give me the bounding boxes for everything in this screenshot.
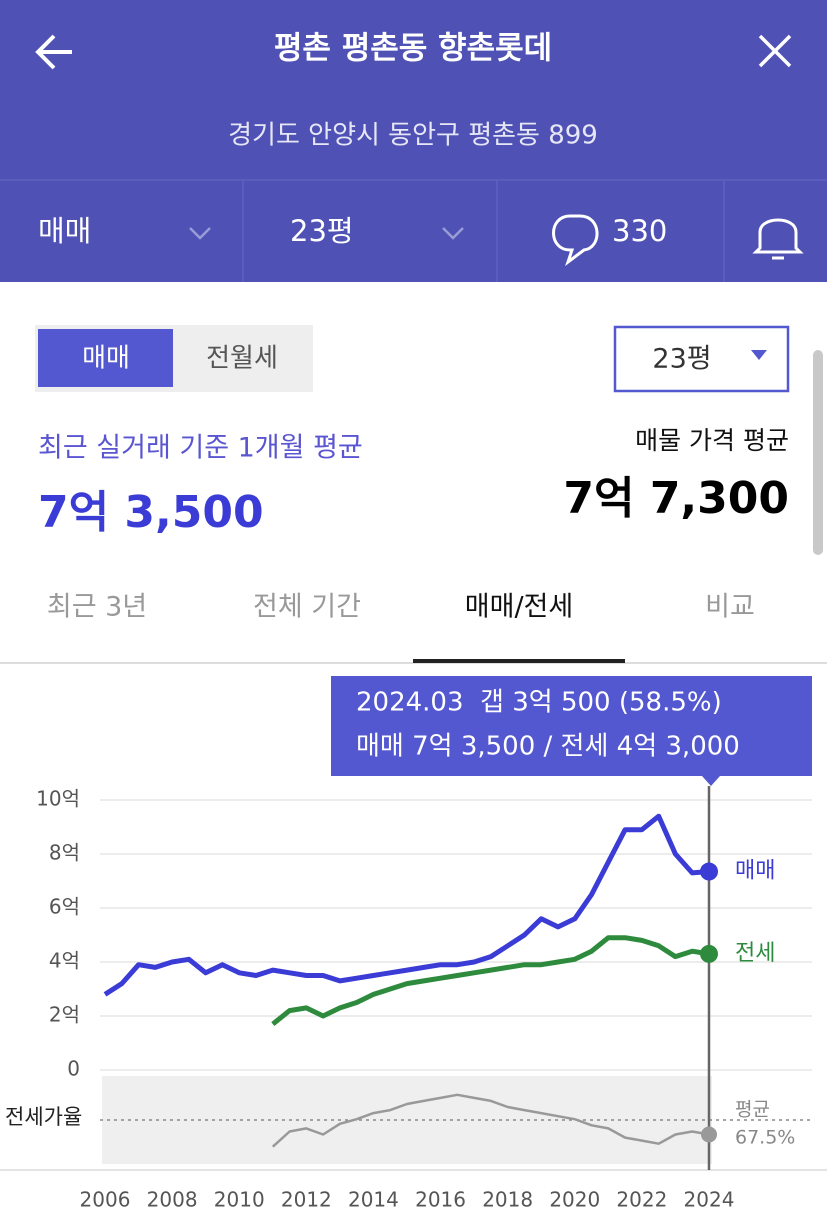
subtitle: 경기도 안양시 동안구 평촌동 899	[228, 121, 598, 151]
y-tick-label: 0	[67, 1057, 80, 1081]
toggle-option[interactable]: 전월세	[206, 344, 278, 374]
x-tick-label: 2006	[80, 1188, 131, 1212]
tooltip-line: 매매 7억 3,500 / 전세 4억 3,000	[356, 732, 740, 762]
average-label: 67.5%	[735, 1127, 795, 1149]
tab[interactable]: 최근 3년	[47, 592, 147, 623]
end-dot	[700, 944, 718, 963]
y-tick-label: 6억	[49, 895, 80, 919]
x-tick-label: 2022	[616, 1188, 667, 1212]
title: 평촌 평촌동 향촌롯데	[274, 31, 552, 67]
scrollbar	[813, 350, 823, 555]
ratio-label: 전세가율	[5, 1105, 82, 1129]
comment-icon[interactable]	[552, 214, 599, 267]
size-select[interactable]: 23평	[290, 214, 354, 248]
line	[271, 1093, 710, 1148]
recent-label: 최근 실거래 기준 1개월 평균	[38, 433, 363, 464]
chevron	[189, 227, 211, 240]
y-tick-label: 10억	[36, 787, 80, 811]
size-dropdown-text[interactable]: 23평	[652, 344, 711, 375]
comment-count[interactable]: 330	[612, 214, 667, 248]
y-tick-label: 4억	[49, 949, 80, 973]
tooltip-line: 2024.03 갭 3억 500 (58.5%)	[356, 688, 722, 718]
recent-price: 7억 3,500	[38, 487, 264, 538]
tab[interactable]: 전체 기간	[253, 592, 361, 623]
back-button[interactable]	[35, 34, 72, 70]
y-tick-label: 8억	[49, 841, 80, 865]
x-tick-label: 2014	[348, 1188, 399, 1212]
ratio-bg	[102, 1076, 712, 1164]
y-tick-label: 2억	[49, 1003, 80, 1027]
end-dot	[700, 862, 718, 881]
listing-price: 7억 7,300	[563, 473, 789, 524]
x-tick-label: 2024	[684, 1188, 735, 1212]
x-tick-label: 2020	[549, 1188, 600, 1212]
average-title: 평균	[735, 1099, 770, 1121]
bell-icon[interactable]	[752, 218, 804, 260]
tab-active[interactable]: 매매/전세	[465, 592, 573, 623]
line	[271, 935, 710, 1027]
line	[103, 813, 710, 997]
tab[interactable]: 비교	[705, 592, 755, 623]
listing-label: 매물 가격 평균	[635, 426, 789, 455]
chevron	[442, 227, 464, 240]
tooltip: 2024.03 갭 3억 500 (58.5%) 매매 7억 3,500 / 전…	[331, 676, 812, 786]
legend-label: 매매	[735, 859, 775, 884]
legend-label: 전세	[735, 941, 775, 966]
x-tick-label: 2012	[281, 1188, 332, 1212]
dropdown-arrow	[751, 350, 767, 360]
x-tick-label: 2010	[214, 1188, 265, 1212]
toggle-option[interactable]: 매매	[82, 344, 130, 374]
plot: 0 2억 4억 6억 8억 10억 2006 2008 2010 2012 2014 2016 2018…	[5, 786, 812, 1212]
toggle-active	[38, 329, 173, 387]
tooltip-pointer	[702, 776, 720, 786]
x-tick-label: 2008	[147, 1188, 198, 1212]
header-bg	[0, 0, 827, 282]
close-button[interactable]	[758, 34, 792, 68]
x-tick-label: 2016	[415, 1188, 466, 1212]
end-dot	[701, 1126, 717, 1143]
x-tick-label: 2018	[482, 1188, 533, 1212]
tooltip-box	[331, 676, 812, 776]
trade-type-select[interactable]: 매매	[38, 214, 91, 248]
